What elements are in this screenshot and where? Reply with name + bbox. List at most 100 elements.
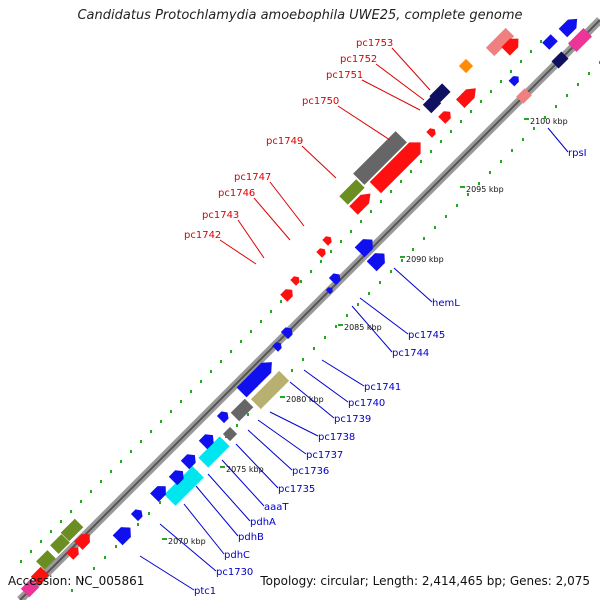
gene-label-lower: pc1740 (348, 398, 385, 409)
gene-label-lower: pc1730 (216, 567, 253, 578)
leader-line (269, 411, 319, 437)
gene-label-upper: pc1750 (302, 96, 339, 107)
tick-label: 2095 kbp (466, 185, 504, 194)
gene-block (50, 534, 70, 554)
topology-label: Topology: circular; Length: 2,414,465 bp… (260, 574, 590, 588)
gc-dot (340, 240, 342, 243)
leader-line (361, 79, 421, 111)
gc-dot (544, 116, 546, 119)
gc-dot (540, 40, 542, 43)
gc-dot (489, 171, 491, 174)
gc-dot (82, 578, 84, 581)
gc-dot (160, 420, 162, 423)
gc-dot (480, 100, 482, 103)
gene-block (222, 426, 238, 442)
gc-dot (380, 200, 382, 203)
gc-dot (137, 523, 139, 526)
gc-dot (300, 280, 302, 283)
tick-label: 2070 kbp (168, 537, 206, 546)
gc-dot (310, 270, 312, 273)
leader-line (303, 369, 349, 403)
tick-label: 2085 kbp (344, 323, 382, 332)
tick-label: 2090 kbp (406, 255, 444, 264)
gc-dot (566, 94, 568, 97)
gc-dot (360, 220, 362, 223)
gene-block (272, 342, 282, 352)
gene-block (130, 509, 143, 522)
gene-block (328, 273, 341, 286)
leader-line (351, 305, 393, 353)
gene-block (74, 534, 90, 550)
gene-block (168, 470, 184, 486)
gc-dot (379, 281, 381, 284)
gc-dot (120, 460, 122, 463)
tick-label: 2080 kbp (286, 395, 324, 404)
gc-dot (412, 248, 414, 251)
gc-dot (430, 150, 432, 153)
gc-dot (500, 160, 502, 163)
page-title: Candidatus Protochlamydia amoebophila UW… (77, 8, 523, 23)
leader-line (237, 219, 265, 259)
leader-line (247, 429, 293, 471)
gene-block (60, 518, 84, 542)
gene-block (438, 111, 451, 124)
gc-dot (104, 556, 106, 559)
gc-dot (467, 193, 469, 196)
gene-block (36, 550, 56, 570)
gene-block (422, 94, 442, 114)
label-leaders (139, 47, 569, 591)
gene-label-upper: pc1743 (202, 210, 239, 221)
leader-line (235, 443, 279, 489)
gc-dot (510, 70, 512, 73)
gc-dot (368, 292, 370, 295)
gene-label-lower: ptc1 (194, 586, 216, 597)
gene-block (230, 398, 254, 422)
gc-dot (330, 250, 332, 253)
gc-dot (350, 230, 352, 233)
gc-dot (260, 320, 262, 323)
gene-label-lower: pdhA (250, 517, 276, 528)
leader-line (159, 523, 217, 572)
gc-dot (50, 530, 52, 533)
gc-dot (93, 567, 95, 570)
gc-dot (533, 127, 535, 130)
leader-line (375, 63, 425, 101)
gene-block (280, 327, 293, 340)
tick-mark (220, 466, 225, 468)
tick-mark (280, 396, 285, 398)
tick-mark (338, 324, 343, 326)
gc-dot (240, 340, 242, 343)
gc-dot (291, 369, 293, 372)
gc-dot (313, 347, 315, 350)
gc-dot (159, 501, 161, 504)
gc-dot (148, 512, 150, 515)
gc-dot (530, 50, 532, 53)
gc-dot (250, 330, 252, 333)
gc-dot (130, 450, 132, 453)
gene-block (354, 239, 373, 258)
gc-dot (470, 110, 472, 113)
leader-line (337, 105, 391, 141)
gene-block (325, 287, 333, 295)
gc-dot (247, 413, 249, 416)
gene-block (198, 436, 230, 468)
gc-dot (390, 190, 392, 193)
gene-label-lower: pc1745 (408, 330, 445, 341)
tick-label: 2075 kbp (226, 465, 264, 474)
gc-dot (500, 80, 502, 83)
gc-dot (40, 540, 42, 543)
gene-label-upper: pc1746 (218, 188, 255, 199)
gene-block (20, 578, 40, 598)
gene-block (339, 179, 365, 205)
gene-block (112, 527, 131, 546)
gene-label-lower: pc1736 (292, 466, 329, 477)
gene-block (366, 253, 385, 272)
gc-dot (420, 160, 422, 163)
gc-dot (478, 182, 480, 185)
gene-label-lower: hemL (432, 298, 460, 309)
gene-block (353, 131, 407, 185)
gc-dot (511, 149, 513, 152)
gene-label-lower: pdhB (238, 532, 264, 543)
gene-block (66, 547, 79, 560)
gc-dot (522, 138, 524, 141)
